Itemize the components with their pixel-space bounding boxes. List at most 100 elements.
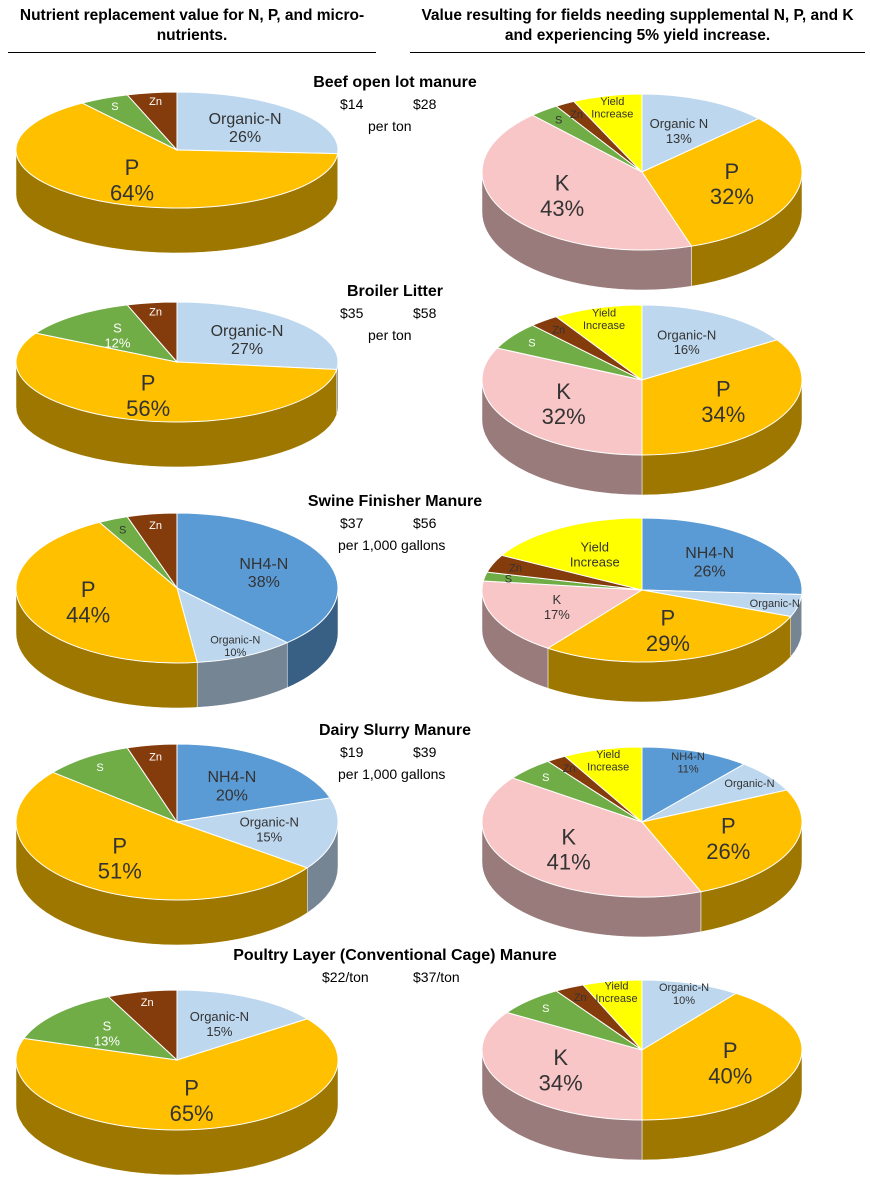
pie-label-line: S [542,1003,549,1015]
pie-label-line: 43% [540,196,584,221]
pie-label-line: K [561,824,576,849]
pie-slice-p [15,521,198,664]
pie-label-k: K 34% [539,1045,583,1095]
right-column-header: Value resulting for fields needing suppl… [410,6,865,53]
pie-label-s: S [111,101,118,113]
pie-label-line: Zn [149,520,162,532]
chart-title: Dairy Slurry Manure [318,722,472,739]
pie-label-line: Yield [592,308,616,320]
pie-label-line: 12% [104,336,130,351]
pie-slice-s [22,996,179,1061]
pie-label-organic-n: Organic-N 16% [657,327,716,357]
pie-left-3: NH4-N 20% Organic-N 15% P 51% S Zn [15,743,339,946]
right-value: $56 [413,515,437,531]
pie-label-line: Yield [600,96,624,108]
pie-slice-nh4-n [176,743,331,823]
value-unit: per ton [368,327,412,343]
pie-label-zn: Zn [149,751,162,763]
pie-label-zn: Zn [574,992,587,1004]
pie-label-line: P [81,577,96,602]
pie-label-line: 34% [539,1070,583,1095]
pie-right-4: Organic-N 10% P 40% K 34% S Zn Yield Increase [481,979,803,1161]
pie-label-line: 29% [646,631,690,656]
chart-title: Swine Finisher Manure [307,493,483,510]
pie-label-nh4-n: NH4-N 26% [685,545,734,580]
pie-label-line: 34% [701,402,745,427]
pie-slice-organic-n [176,797,339,869]
left-value: $37 [340,515,364,531]
pie-slice-nh4-n [641,517,803,596]
pie-label-line: Organic-N [240,814,299,829]
pie-label-line: P [725,159,740,184]
pie-label-k: K 43% [540,171,584,221]
pie-label-line: P [112,833,127,858]
pie-label-line: P [723,1038,738,1063]
pie-left-4: Organic-N 15% P 65% S 13% Zn [15,989,339,1176]
pie-label-s: S [505,573,512,585]
pie-slice-k [481,347,643,456]
pie-label-line: Increase [591,109,633,121]
pie-label-s: S [96,762,103,774]
pie-slice-zn [126,512,178,590]
pie-label-nh4-n: NH4-N 38% [239,556,288,591]
pie-label-line: Organic-N [659,982,709,994]
chart-title: Poultry Layer (Conventional Cage) Manure [233,947,557,964]
pie-label-line: Zn [509,562,522,574]
pie-label-p: P 56% [126,371,170,421]
pie-slice-p [546,589,792,663]
pie-slice-zn [126,301,178,364]
chart-title: Broiler Litter [346,283,443,300]
pie-left-2: NH4-N 38% Organic-N 10% P 44% S Zn [15,512,339,709]
pie-slice-organic-n [641,93,760,173]
pie-label-line: Zn [563,763,576,775]
pie-slice-p [15,332,338,423]
pie-slice-organic-n [176,989,309,1061]
pie-label-zn: Zn [563,763,576,775]
pie-label-line: Increase [595,993,637,1005]
pie-left-0: Organic-N 26% P 64% S Zn [15,91,339,254]
pie-label-line: Yield [604,980,628,992]
pie-label-line: 64% [110,180,154,205]
pie-label-p: P 40% [708,1038,752,1088]
value-unit: per 1,000 gallons [338,766,446,782]
pie-label-line: Increase [587,762,629,774]
pie-label-line: P [661,606,676,631]
pie-label-line: S [96,762,103,774]
pie-label-line: Organic-N [190,1009,249,1024]
pie-label-s: S [542,1003,549,1015]
pie-right-3: NH4-N 11% Organic-N P 26% K 41% S Zn Yield Increas… [481,746,803,938]
pie-label-s: S [119,524,126,536]
pie-label-yield-increase: Yield Increase [591,96,633,121]
pie-label-organic-n: Organic-N 10% [659,982,709,1007]
value-unit: per ton [368,118,412,134]
pie-label-k: K 32% [542,379,586,429]
pie-label-line: Zn [574,992,587,1004]
pie-label-line: NH4-N [685,545,734,562]
pie-label-line: P [141,371,156,396]
pie-label-line: Increase [583,320,625,332]
pie-label-line: K [553,1045,568,1070]
pie-label-line: S [505,573,512,585]
pie-label-organic-n: Organic-N 15% [240,814,299,844]
pie-label-line: P [125,155,140,180]
pie-label-line: Increase [570,554,620,569]
pie-label-line: Zn [552,324,565,336]
right-value: $28 [413,96,437,112]
pie-label-line: 15% [256,829,282,844]
pie-label-line: 32% [710,184,754,209]
pie-label-line: S [119,524,126,536]
pie-label-p: P 32% [710,159,754,209]
pie-label-zn: Zn [149,520,162,532]
pie-label-line: 26% [229,129,261,146]
right-value: $58 [413,305,437,321]
pie-label-line: S [103,1019,112,1034]
pie-label-line: NH4-N [207,769,256,786]
pie-label-line: Zn [149,96,162,108]
pie-slice-k [481,114,693,251]
pie-slice-p [15,771,309,901]
pie-label-line: Organic-N [657,327,716,342]
pie-label-line: S [542,772,549,784]
pie-label-yield-increase: Yield Increase [583,308,625,333]
